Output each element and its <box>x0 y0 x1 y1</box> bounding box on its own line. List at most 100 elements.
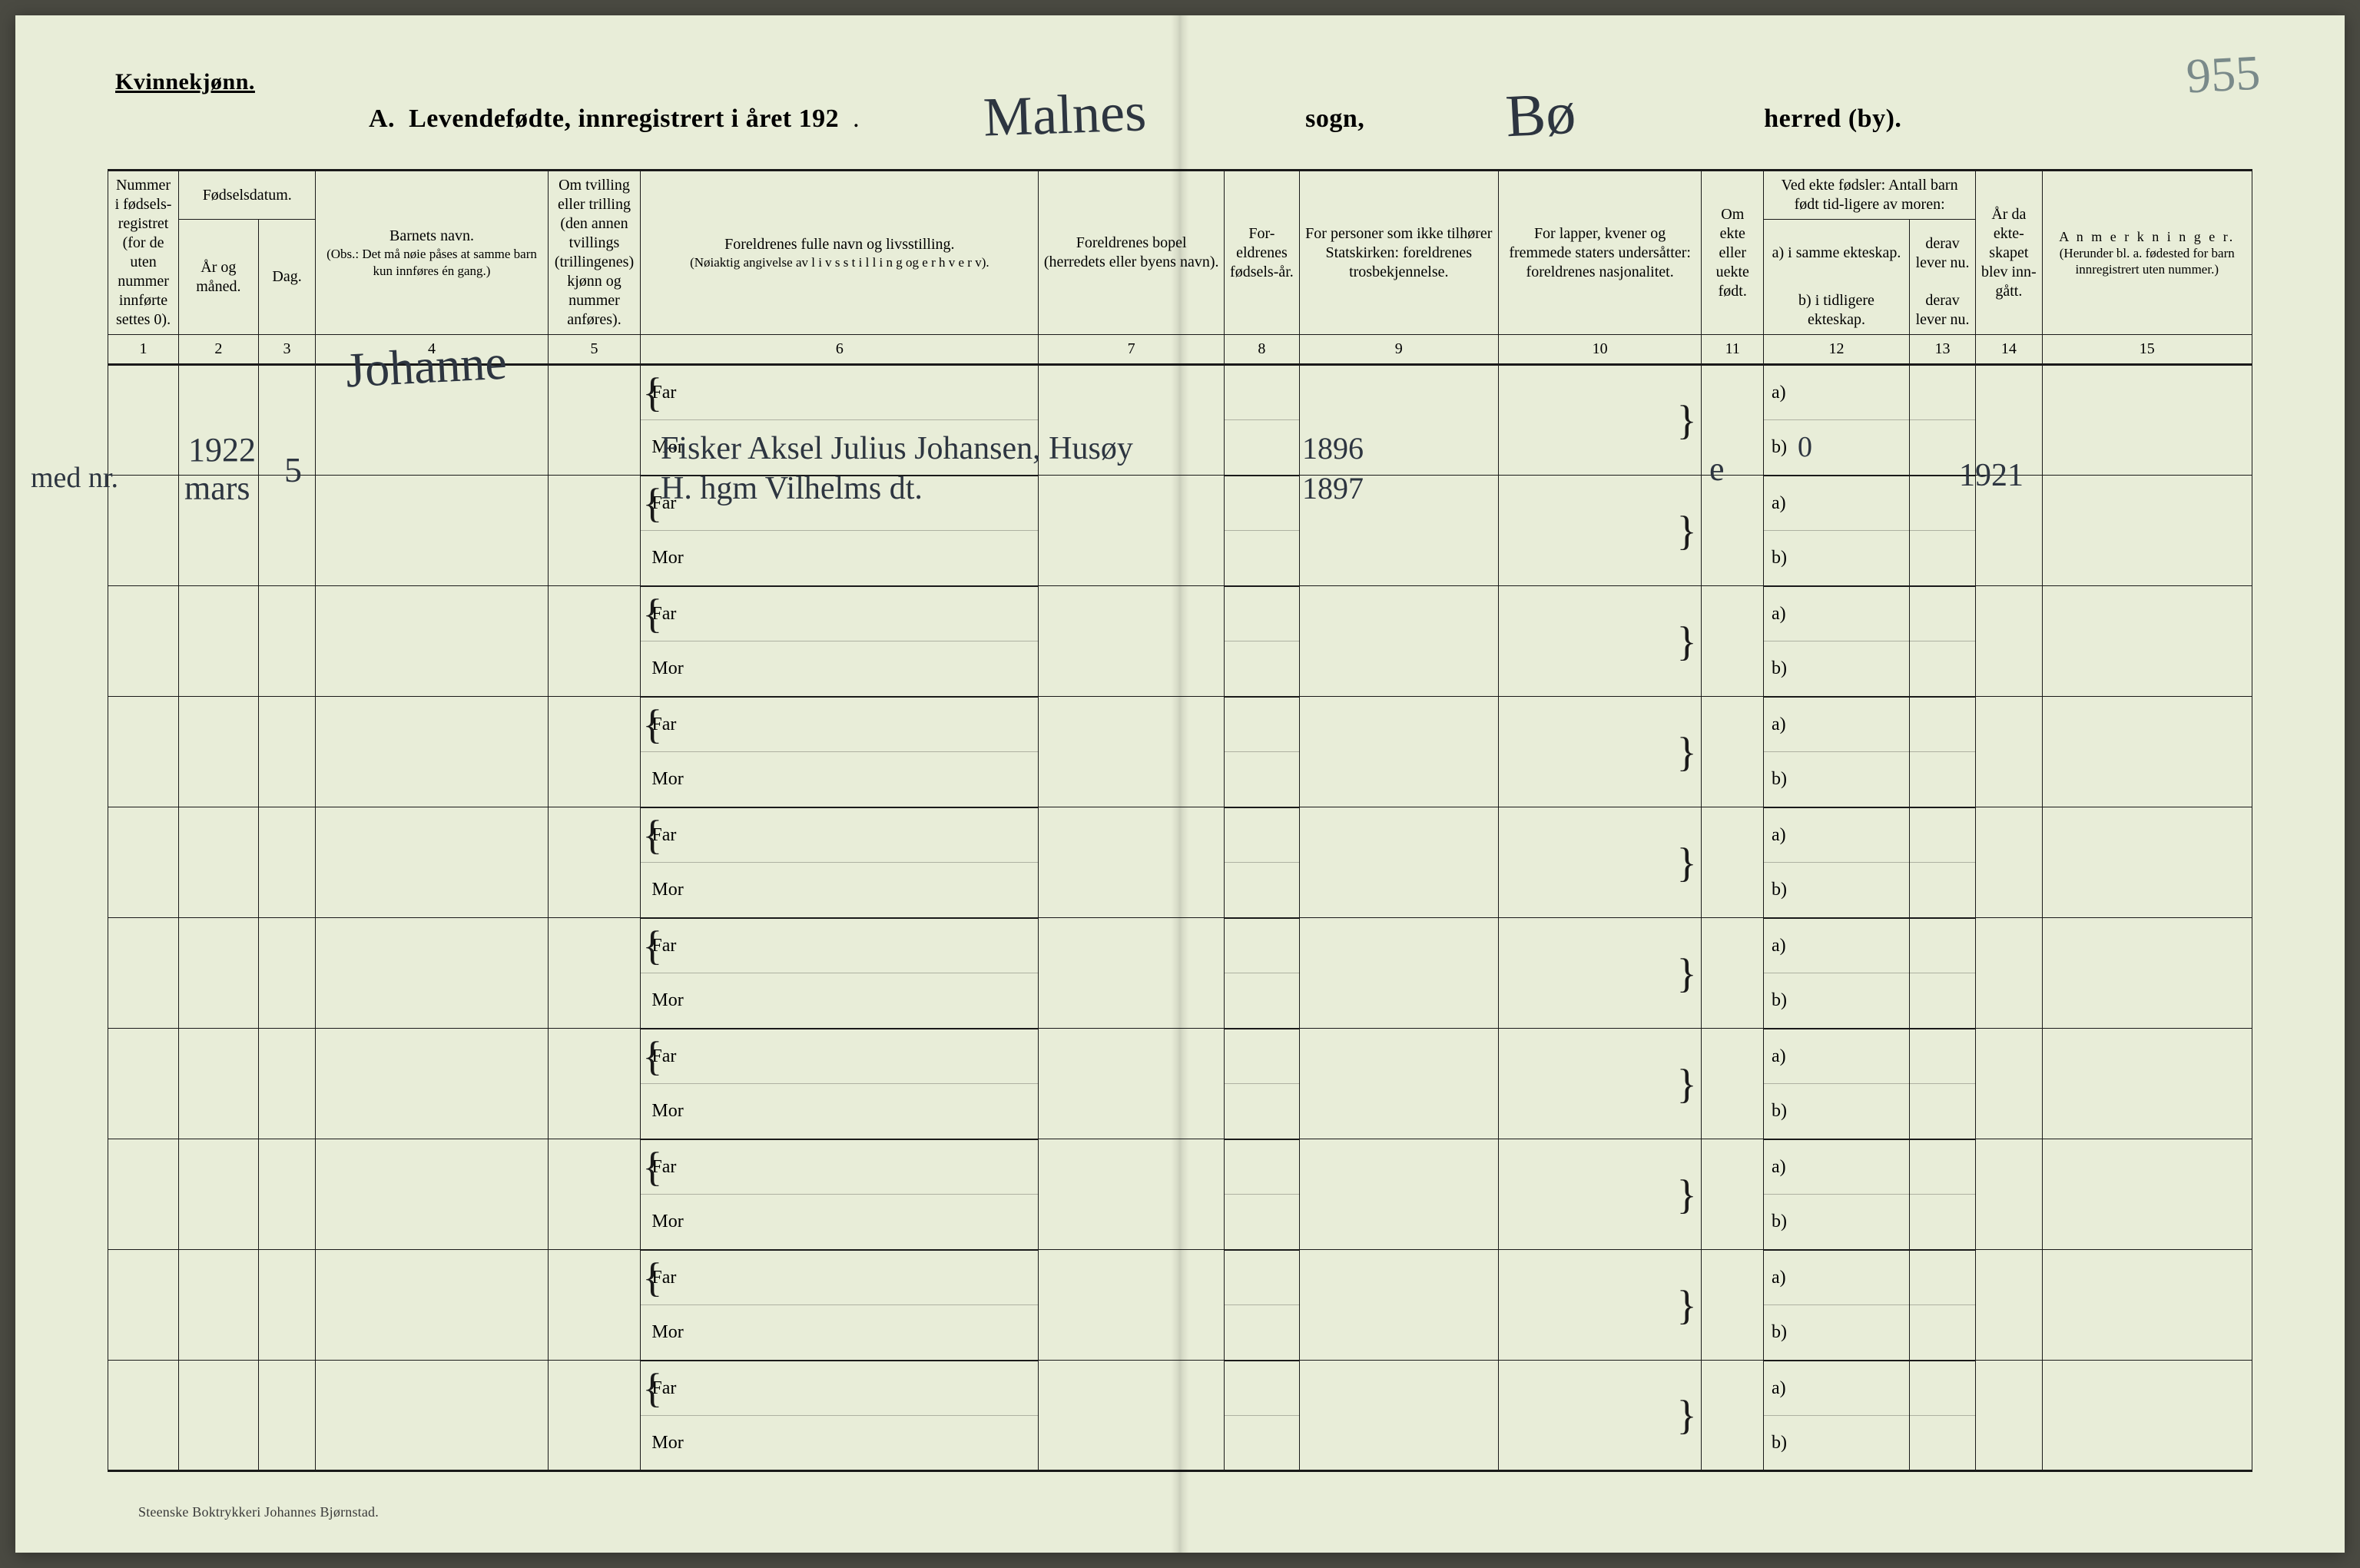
th-col4: Barnets navn. (Obs.: Det må nøie påses a… <box>316 171 548 335</box>
cell-col15 <box>2042 918 2252 1029</box>
th-col2-group: Fødselsdatum. <box>179 171 316 220</box>
gender-label: Kvinnekjønn. <box>115 69 255 95</box>
register-table: Nummer i fødsels-registret (for de uten … <box>108 169 2252 1472</box>
cell-col8-far <box>1225 1361 1300 1416</box>
th-col14: År da ekte-skapet blev inn-gått. <box>1976 171 2042 335</box>
cell-col13-a <box>1909 918 1975 973</box>
cell-col12-a: a) <box>1764 807 1910 863</box>
cell-far: {Far <box>641 918 1039 973</box>
colnum-3: 3 <box>258 335 316 365</box>
cell-col4 <box>316 476 548 586</box>
handwritten-page-number: 955 <box>2185 45 2262 105</box>
cell-col11 <box>1702 1250 1764 1361</box>
cell-col9 <box>1299 586 1498 697</box>
cell-col13-a <box>1909 1361 1975 1416</box>
th-col15-label: A n m e r k n i n g e r. <box>2047 228 2248 246</box>
cell-col13-b <box>1909 420 1975 476</box>
handwritten-herred: Bø <box>1504 78 1578 151</box>
cell-col5 <box>548 476 641 586</box>
cell-col3 <box>258 1250 316 1361</box>
cell-col3 <box>258 807 316 918</box>
handwritten-sogn: Malnes <box>983 80 1148 149</box>
cell-col15 <box>2042 807 2252 918</box>
th-col1: Nummer i fødsels-registret (for de uten … <box>108 171 179 335</box>
th-col12-group: Ved ekte fødsler: Antall barn født tid-l… <box>1764 171 1976 220</box>
cell-col13-b <box>1909 1305 1975 1361</box>
cell-col8-far <box>1225 807 1300 863</box>
cell-col10: } <box>1498 586 1702 697</box>
cell-col11 <box>1702 1139 1764 1250</box>
cell-col4 <box>316 1139 548 1250</box>
cell-col7 <box>1039 1250 1225 1361</box>
cell-col1 <box>108 586 179 697</box>
cell-col14 <box>1976 697 2042 807</box>
cell-col8-mor <box>1225 973 1300 1029</box>
colnum-5: 5 <box>548 335 641 365</box>
th-col4-sub: (Obs.: Det må nøie påses at samme barn k… <box>320 246 542 279</box>
cell-col15 <box>2042 1139 2252 1250</box>
colnum-13: 13 <box>1909 335 1975 365</box>
title-dot: . <box>853 104 860 134</box>
cell-col5 <box>548 697 641 807</box>
cell-col12-a: a) <box>1764 1250 1910 1305</box>
cell-col7 <box>1039 586 1225 697</box>
table-row: {Far}a) <box>108 807 2252 863</box>
cell-col10: } <box>1498 1361 1702 1471</box>
cell-col13-a <box>1909 697 1975 752</box>
cell-col7 <box>1039 1139 1225 1250</box>
th-col5: Om tvilling eller trilling (den annen tv… <box>548 171 641 335</box>
cell-col1 <box>108 918 179 1029</box>
cell-col2 <box>179 1250 259 1361</box>
cell-col8-mor <box>1225 752 1300 807</box>
th-col15: A n m e r k n i n g e r. (Herunder bl. a… <box>2042 171 2252 335</box>
cell-col8-far <box>1225 1139 1300 1195</box>
cell-col11 <box>1702 586 1764 697</box>
cell-col9 <box>1299 365 1498 476</box>
cell-col12-b: b) <box>1764 752 1910 807</box>
table-row: {Far}a) <box>108 586 2252 641</box>
cell-col9 <box>1299 697 1498 807</box>
cell-col13-a <box>1909 807 1975 863</box>
cell-col8-mor <box>1225 1416 1300 1471</box>
title-prefix: A. <box>369 104 395 134</box>
cell-mor: Mor <box>641 1084 1039 1139</box>
cell-col3 <box>258 476 316 586</box>
cell-col13-b <box>1909 1416 1975 1471</box>
cell-col13-a <box>1909 586 1975 641</box>
cell-col11 <box>1702 918 1764 1029</box>
cell-col13-a <box>1909 1250 1975 1305</box>
cell-col12-b: b) <box>1764 863 1910 918</box>
cell-col8-far <box>1225 365 1300 420</box>
cell-col2 <box>179 365 259 476</box>
footer-imprint: Steenske Boktrykkeri Johannes Bjørnstad. <box>138 1504 379 1520</box>
th-col12b: b) i tidligere ekteskap. <box>1764 287 1910 335</box>
colnum-10: 10 <box>1498 335 1702 365</box>
cell-far: {Far <box>641 1029 1039 1084</box>
cell-col1 <box>108 697 179 807</box>
cell-col9 <box>1299 807 1498 918</box>
cell-mor: Mor <box>641 531 1039 586</box>
cell-col10: } <box>1498 697 1702 807</box>
table-row: {Far}a) <box>108 365 2252 420</box>
cell-col13-b <box>1909 1084 1975 1139</box>
cell-col3 <box>258 365 316 476</box>
cell-col8-mor <box>1225 1195 1300 1250</box>
cell-col4 <box>316 697 548 807</box>
cell-col13-b <box>1909 752 1975 807</box>
cell-col14 <box>1976 586 2042 697</box>
cell-col7 <box>1039 918 1225 1029</box>
cell-col12-b: b) <box>1764 1305 1910 1361</box>
cell-col1 <box>108 476 179 586</box>
th-col9: For personer som ikke tilhører Statskirk… <box>1299 171 1498 335</box>
cell-col13-a <box>1909 365 1975 420</box>
cell-col15 <box>2042 697 2252 807</box>
cell-col11 <box>1702 1361 1764 1471</box>
cell-col14 <box>1976 1029 2042 1139</box>
cell-col1 <box>108 807 179 918</box>
th-col11: Om ekte eller uekte født. <box>1702 171 1764 335</box>
cell-col14 <box>1976 918 2042 1029</box>
cell-col4 <box>316 1250 548 1361</box>
cell-col13-a <box>1909 1139 1975 1195</box>
cell-col1 <box>108 365 179 476</box>
cell-col12-b: b) <box>1764 641 1910 697</box>
